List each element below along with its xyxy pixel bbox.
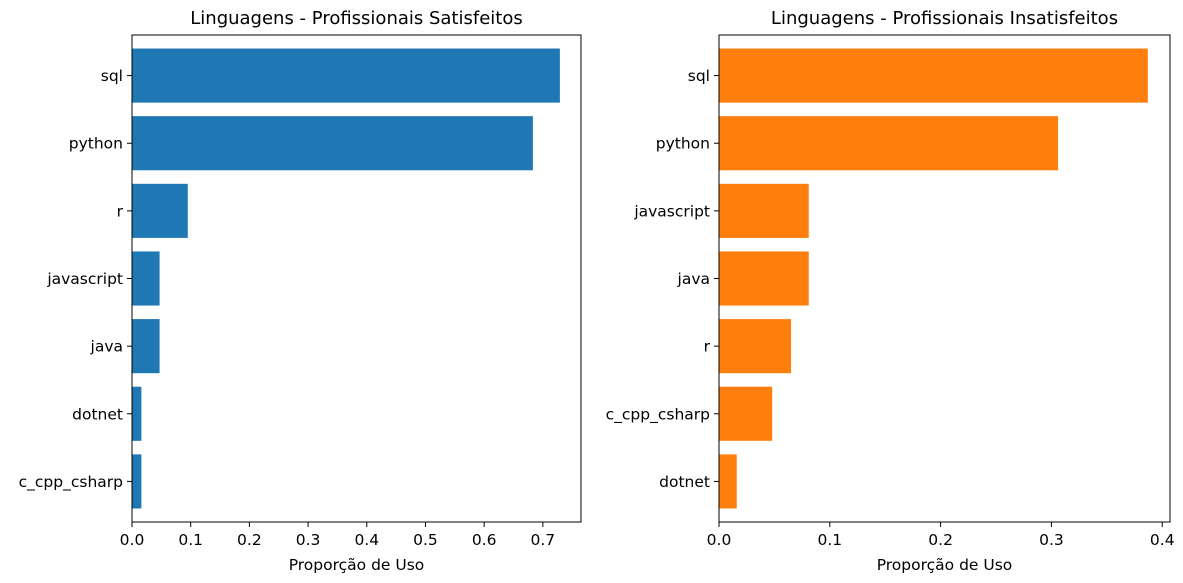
x-axis-label: Proporção de Uso	[877, 556, 1013, 574]
bar-r	[132, 183, 188, 238]
y-tick-label: java	[90, 338, 123, 356]
bars-group	[132, 48, 560, 509]
x-axis-ticks: 0.0 0.1 0.2 0.3 0.4	[707, 522, 1175, 549]
x-tick-label: 0.4	[354, 531, 379, 549]
bar-sql	[132, 48, 560, 103]
y-tick-label: dotnet	[659, 473, 710, 491]
x-tick-label: 0.1	[178, 531, 203, 549]
y-axis-ticks: sql python javascript java r c_cpp_csharpdotn…	[606, 67, 719, 491]
y-tick-label: r	[704, 338, 711, 356]
x-tick-label: 0.0	[120, 531, 145, 549]
chart-panel-dissatisfied: Linguagens - Profissionais Insatisfeitos…	[606, 8, 1175, 574]
y-tick-label: java	[677, 270, 710, 288]
bar-sql	[719, 48, 1148, 103]
bar-python	[132, 116, 533, 171]
bar-python	[719, 116, 1059, 171]
x-tick-label: 0.7	[531, 531, 556, 549]
y-tick-label: c_cpp_csharp	[19, 473, 123, 492]
bar-r	[719, 319, 792, 374]
y-tick-label: sql	[101, 67, 123, 85]
y-tick-label: dotnet	[72, 405, 123, 423]
bar-c_cpp_csharp	[719, 386, 773, 441]
x-tick-label: 0.1	[817, 531, 842, 549]
chart-panel-satisfied: Linguagens - Profissionais Satisfeitos P…	[19, 8, 582, 574]
bar-java	[132, 319, 160, 374]
y-tick-label: c_cpp_csharp	[606, 405, 710, 424]
bars-group	[719, 48, 1148, 509]
bar-javascript	[132, 251, 160, 306]
x-axis-label: Proporção de Uso	[289, 556, 425, 574]
x-tick-label: 0.3	[296, 531, 321, 549]
x-tick-label: 0.2	[237, 531, 262, 549]
x-tick-label: 0.3	[1039, 531, 1064, 549]
plot-frame	[131, 34, 582, 523]
bar-javascript	[719, 183, 809, 238]
bar-dotnet	[719, 454, 737, 509]
chart-title: Linguagens - Profissionais Satisfeitos	[190, 8, 522, 29]
x-tick-label: 0.5	[413, 531, 438, 549]
y-tick-label: r	[117, 202, 124, 220]
y-tick-label: javascript	[633, 202, 710, 220]
x-tick-label: 0.6	[472, 531, 497, 549]
y-tick-label: python	[69, 135, 123, 153]
x-axis-ticks: 0.0 0.1 0.2 0.3 0.4 0.5 0.6 0.7	[120, 522, 556, 549]
bar-dotnet	[132, 386, 142, 441]
bar-c_cpp_csharp	[132, 454, 142, 509]
plot-frame	[718, 34, 1171, 523]
chart-title: Linguagens - Profissionais Insatisfeitos	[771, 8, 1118, 29]
y-tick-label: sql	[688, 67, 710, 85]
y-tick-label: javascript	[46, 270, 123, 288]
y-axis-ticks: sql python r javascript java dotnet c_cpp_csha…	[19, 67, 132, 492]
bar-java	[719, 251, 809, 306]
y-tick-label: python	[656, 135, 710, 153]
x-tick-label: 0.0	[707, 531, 732, 549]
x-tick-label: 0.4	[1150, 531, 1175, 549]
x-tick-label: 0.2	[928, 531, 953, 549]
